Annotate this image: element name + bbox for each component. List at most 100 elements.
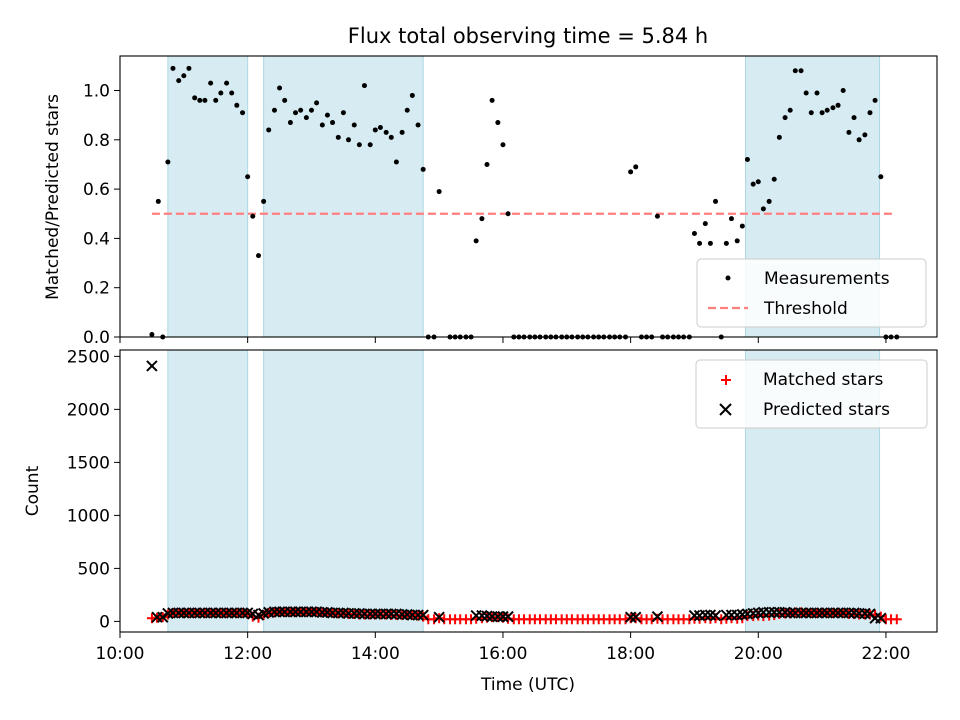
top-y-tick-label: 0.2 [83, 279, 110, 299]
measurement-point [776, 134, 782, 140]
predicted-star-stroke-b [316, 606, 329, 619]
predicted-star-stroke-b [194, 607, 206, 619]
measurement-point [404, 107, 410, 113]
predicted-star-stroke-b [848, 607, 860, 619]
measurement-point [186, 65, 192, 71]
measurement-point [287, 120, 293, 126]
predicted-star-point [204, 607, 217, 619]
predicted-star-point [316, 606, 329, 619]
legend-threshold-label: Threshold [763, 299, 848, 319]
predicted-star-stroke-b [210, 607, 222, 619]
x-tick-label: 20:00 [734, 644, 783, 664]
predicted-star-point [688, 609, 701, 622]
predicted-star-stroke-b [688, 609, 701, 622]
top-panel: 0.0 0.2 0.4 0.6 0.8 1.0 Matched/Predicted sta… [43, 55, 938, 348]
measurement-point [335, 134, 341, 140]
predicted-star-stroke-b [337, 607, 350, 619]
predicted-star-point [188, 607, 201, 619]
predicted-star-stroke-b [390, 608, 403, 620]
predicted-star-point [720, 609, 733, 621]
measurement-point [654, 213, 660, 219]
predicted-star-stroke-b [827, 607, 839, 619]
predicted-star-point [832, 607, 844, 619]
predicted-star-stroke-b [353, 607, 366, 620]
x-tick-label: 10:00 [96, 644, 145, 664]
x-tick-label: 12:00 [223, 644, 272, 664]
measurement-point [250, 213, 256, 219]
measurement-point [409, 92, 415, 98]
matched-star-point [891, 614, 902, 625]
top-legend-box [696, 258, 927, 328]
measurement-point [713, 198, 719, 204]
measurement-point [505, 211, 511, 217]
measurement-point [728, 216, 734, 222]
predicted-star-point [816, 607, 828, 619]
predicted-star-point [268, 606, 281, 618]
predicted-star-point [385, 608, 397, 620]
predicted-star-stroke-b [173, 607, 185, 619]
measurement-point [308, 107, 314, 113]
predicted-star-stroke-b [704, 609, 717, 621]
predicted-star-stroke-b [321, 606, 334, 619]
measurement-point [803, 90, 809, 96]
predicted-star-stroke-b [875, 612, 887, 624]
measurement-point [830, 105, 836, 111]
predicted-star-point [784, 607, 796, 619]
measurement-point [856, 137, 862, 143]
predicted-star-stroke-b [220, 607, 233, 619]
measurement-point [628, 169, 634, 175]
predicted-star-point [305, 606, 318, 618]
predicted-star-point [492, 610, 504, 623]
measurement-point [319, 122, 325, 128]
predicted-star-point [284, 606, 297, 618]
predicted-star-stroke-b [300, 606, 313, 618]
measurement-point [867, 110, 873, 116]
measurement-point [213, 97, 219, 103]
measurement-point [755, 179, 761, 185]
predicted-star-point [811, 607, 823, 619]
measurement-point [420, 166, 426, 172]
predicted-star-stroke-b [178, 607, 190, 619]
predicted-star-stroke-b [859, 607, 871, 620]
predicted-star-point [795, 607, 807, 619]
bottom-y-tick-label: 2500 [67, 347, 110, 367]
measurement-point [346, 137, 352, 143]
predicted-star-point [396, 608, 408, 621]
predicted-star-stroke-b [396, 608, 408, 621]
measurement-point [787, 107, 793, 113]
measurement-point [739, 223, 745, 229]
legend-predicted-label: Predicted stars [763, 400, 890, 420]
predicted-star-stroke-b [241, 607, 254, 619]
x-tick-label: 14:00 [351, 644, 400, 664]
predicted-star-stroke-b [417, 609, 429, 621]
predicted-star-stroke-b [332, 607, 344, 619]
measurement-point [415, 122, 421, 128]
predicted-star-stroke-b [385, 608, 397, 620]
measurement-point [351, 122, 357, 128]
measurement-point [760, 206, 766, 212]
predicted-star-point [800, 607, 812, 619]
measurement-point [702, 221, 708, 227]
predicted-star-stroke-b [651, 610, 664, 623]
predicted-star-point [194, 607, 206, 619]
measurement-point [819, 110, 825, 116]
measurement-point [479, 216, 485, 222]
predicted-star-point [369, 608, 382, 620]
measurement-point [277, 85, 283, 91]
measurement-point [750, 181, 756, 187]
measurement-point [245, 174, 251, 180]
predicted-stars-points [146, 360, 887, 624]
measurement-point [170, 65, 176, 71]
predicted-star-stroke-b [795, 607, 807, 619]
measurement-point [691, 230, 697, 236]
observing-window-bottom-1 [263, 349, 424, 633]
predicted-star-stroke-b [146, 360, 158, 372]
predicted-star-stroke-b [348, 607, 360, 620]
predicted-star-point [433, 611, 445, 623]
predicted-star-stroke-b [832, 607, 844, 619]
predicted-star-stroke-b [699, 609, 712, 621]
predicted-star-point [417, 609, 429, 621]
top-y-axis-label: Matched/Predicted stars [43, 94, 63, 300]
bottom-panel: 0 500 1000 1500 2000 2500 10:00 12:00 14:00 16:0… [23, 347, 938, 695]
bottom-y-tick-label: 0 [99, 612, 110, 632]
